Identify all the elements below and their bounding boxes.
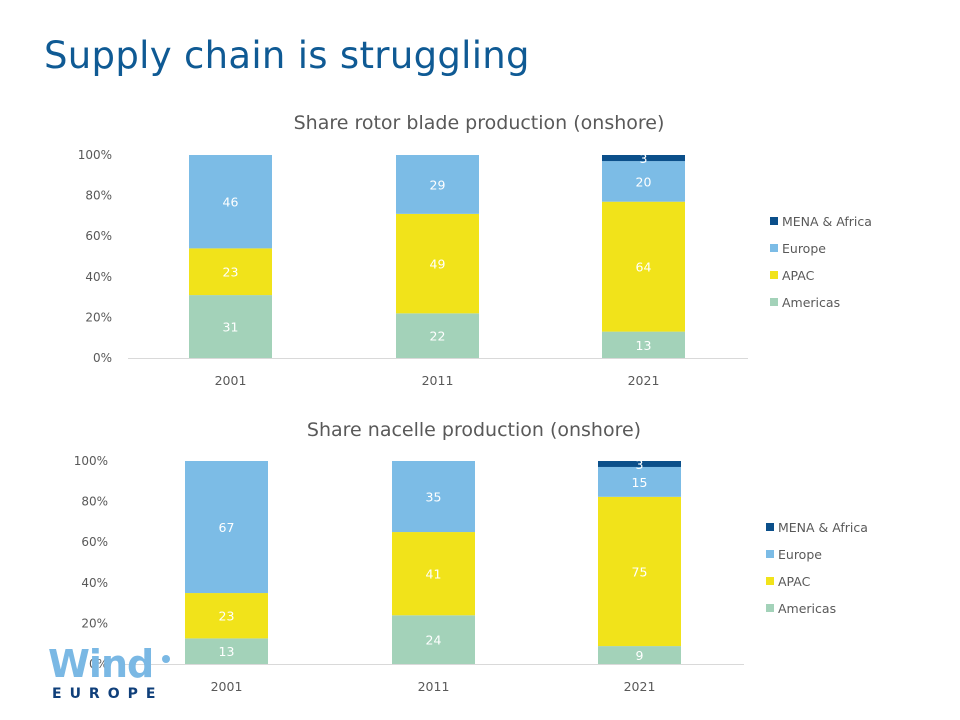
y-tick-label: 60% <box>85 229 112 243</box>
legend-swatch <box>766 604 774 612</box>
bar-segment-mena-africa-2021 <box>598 461 681 467</box>
bar-segment-europe-2001 <box>189 155 272 249</box>
legend-label: APAC <box>782 268 815 283</box>
data-label: 9 <box>636 648 644 663</box>
legend-swatch <box>770 298 778 306</box>
bar-segment-europe-2001 <box>185 461 268 594</box>
y-tick-label: 0% <box>93 351 112 365</box>
bar-segment-europe-2011 <box>396 155 479 214</box>
logo-wordmark: Wind <box>48 642 154 686</box>
legend-label: Europe <box>778 547 822 562</box>
legend-swatch <box>766 550 774 558</box>
legend-item-apac: APAC <box>766 574 811 589</box>
logo-dot-icon <box>162 655 170 663</box>
legend-item-europe: Europe <box>766 547 822 562</box>
y-tick-label: 60% <box>81 535 108 549</box>
legend-item-europe: Europe <box>770 241 826 256</box>
x-category-label: 2011 <box>418 679 450 694</box>
legend-item-mena-africa: MENA & Africa <box>766 520 868 535</box>
data-label: 49 <box>430 257 446 272</box>
bar-segment-americas-2011 <box>392 615 475 664</box>
legend-swatch <box>770 217 778 225</box>
bar-segment-apac-2001 <box>185 593 268 639</box>
bar-segment-americas-2021 <box>598 646 681 664</box>
bar-segment-americas-2021 <box>602 331 685 358</box>
legend-label: MENA & Africa <box>782 214 872 229</box>
legend-label: Americas <box>778 601 836 616</box>
legend-label: APAC <box>778 574 811 589</box>
rotor-blade-chart: Share rotor blade production (onshore) 0%… <box>78 112 872 388</box>
x-category-label: 2001 <box>215 373 247 388</box>
data-label: 64 <box>636 260 652 275</box>
bar-segment-americas-2011 <box>396 313 479 358</box>
data-label: 35 <box>426 490 442 505</box>
bar-segment-apac-2021 <box>598 496 681 647</box>
legend-swatch <box>770 244 778 252</box>
logo-subtext: EUROPE <box>52 686 164 702</box>
legend-item-mena-africa: MENA & Africa <box>770 214 872 229</box>
data-label: 41 <box>426 567 442 582</box>
data-label: 31 <box>223 320 239 335</box>
bar-segment-europe-2021 <box>602 161 685 202</box>
y-tick-label: 40% <box>81 576 108 590</box>
y-tick-label: 20% <box>81 616 108 630</box>
data-label: 23 <box>219 609 235 624</box>
y-tick-label: 100% <box>74 454 108 468</box>
legend-swatch <box>770 271 778 279</box>
bar-segment-apac-2001 <box>189 248 272 296</box>
legend-item-apac: APAC <box>770 268 815 283</box>
x-category-label: 2021 <box>624 679 656 694</box>
y-tick-label: 20% <box>85 310 112 324</box>
legend-swatch <box>766 577 774 585</box>
data-label: 22 <box>430 329 446 344</box>
bar-segment-apac-2011 <box>392 532 475 616</box>
data-label: 24 <box>426 633 442 648</box>
bar-segment-mena-africa-2021 <box>602 155 685 162</box>
data-label: 23 <box>223 265 239 280</box>
bar-segment-americas-2001 <box>185 638 268 664</box>
y-tick-label: 100% <box>78 148 112 162</box>
x-category-label: 2011 <box>422 373 454 388</box>
windeurope-logo: Wind EUROPE <box>48 642 178 708</box>
data-label: 67 <box>219 520 235 535</box>
legend-swatch <box>766 523 774 531</box>
x-category-label: 2001 <box>211 679 243 694</box>
bar-segment-apac-2011 <box>396 213 479 314</box>
legend-label: Americas <box>782 295 840 310</box>
data-label: 20 <box>636 174 652 189</box>
data-label: 75 <box>632 564 648 579</box>
y-tick-label: 0% <box>89 657 108 671</box>
bar-segment-europe-2011 <box>392 461 475 533</box>
data-label: 46 <box>223 195 239 210</box>
bar-segment-americas-2001 <box>189 295 272 358</box>
data-label: 13 <box>219 644 235 659</box>
legend-item-americas: Americas <box>770 295 840 310</box>
data-label: 29 <box>430 177 446 192</box>
chart-title: Share rotor blade production (onshore) <box>294 112 665 134</box>
legend-item-americas: Americas <box>766 601 836 616</box>
y-tick-label: 80% <box>85 189 112 203</box>
x-category-label: 2021 <box>628 373 660 388</box>
chart-title: Share nacelle production (onshore) <box>307 419 641 441</box>
page-title: Supply chain is struggling <box>44 34 530 77</box>
legend-label: Europe <box>782 241 826 256</box>
data-label: 3 <box>636 457 644 472</box>
data-label: 15 <box>632 475 648 490</box>
legend-label: MENA & Africa <box>778 520 868 535</box>
data-label: 13 <box>636 338 652 353</box>
nacelle-chart: Share nacelle production (onshore) 0% 20% 4… <box>74 419 868 694</box>
bar-segment-apac-2021 <box>602 201 685 332</box>
data-label: 3 <box>640 151 648 166</box>
y-tick-label: 80% <box>81 495 108 509</box>
y-tick-label: 40% <box>85 270 112 284</box>
bar-segment-europe-2021 <box>598 466 681 497</box>
